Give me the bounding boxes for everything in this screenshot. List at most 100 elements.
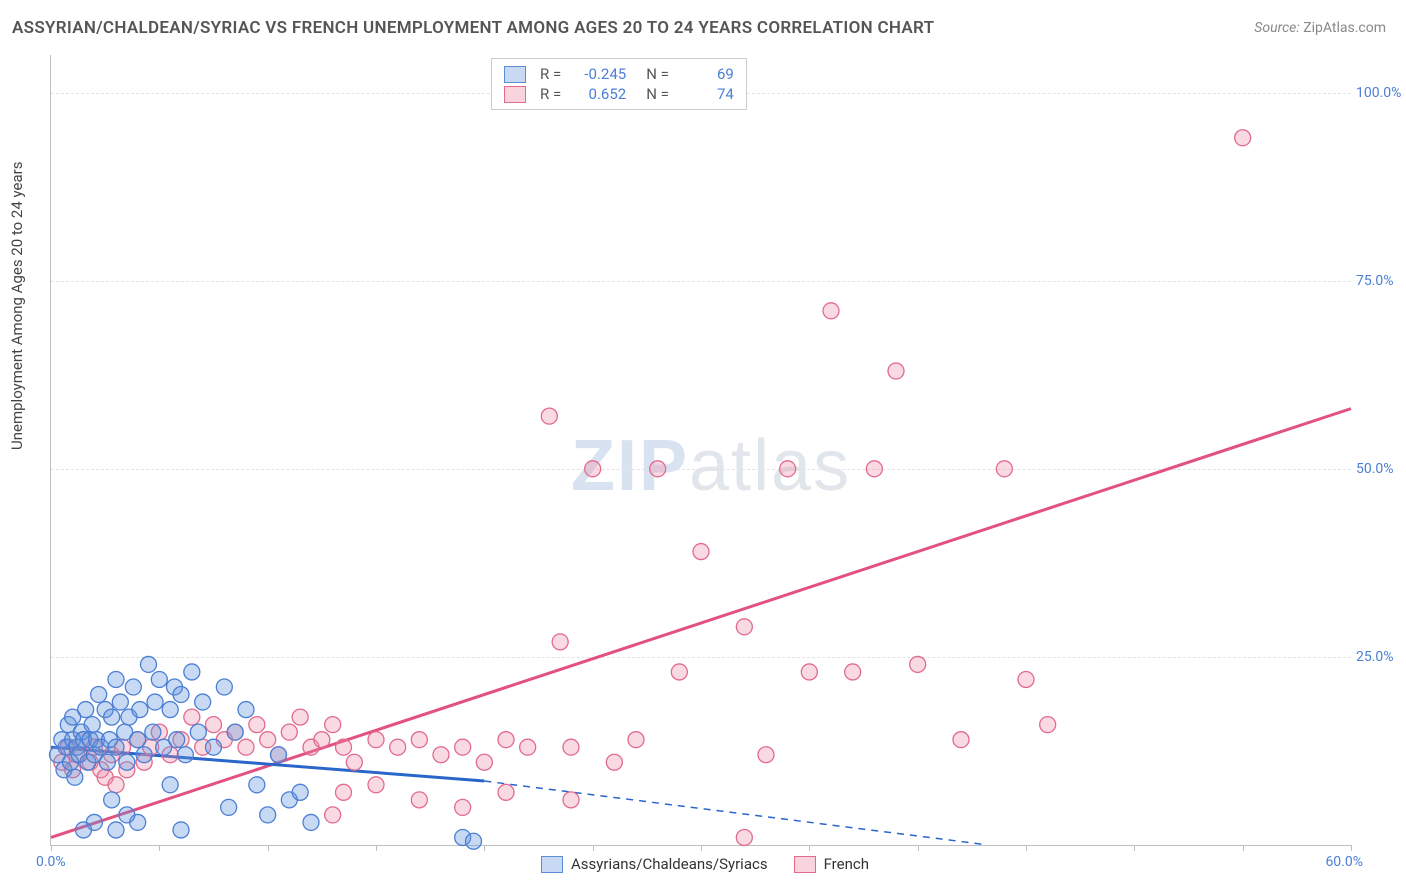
data-point-blue — [104, 792, 120, 808]
data-point-pink — [693, 544, 709, 560]
data-point-blue — [91, 687, 107, 703]
data-point-pink — [888, 363, 904, 379]
data-point-pink — [758, 747, 774, 763]
data-point-pink — [736, 619, 752, 635]
data-point-pink — [650, 461, 666, 477]
data-point-pink — [206, 717, 222, 733]
data-point-pink — [671, 664, 687, 680]
data-point-pink — [368, 777, 384, 793]
legend-label-blue: Assyrians/Chaldeans/Syriacs — [571, 855, 768, 873]
swatch-pink — [794, 856, 816, 873]
data-point-blue — [190, 724, 206, 740]
legend-label-pink: French — [824, 855, 869, 873]
data-point-pink — [1018, 671, 1034, 687]
data-point-blue — [76, 822, 92, 838]
source-value: ZipAtlas.com — [1303, 20, 1386, 36]
data-point-pink — [498, 784, 514, 800]
data-point-pink — [281, 724, 297, 740]
data-point-pink — [411, 792, 427, 808]
data-point-pink — [541, 408, 557, 424]
data-point-blue — [132, 702, 148, 718]
data-point-blue — [162, 702, 178, 718]
data-point-pink — [108, 777, 124, 793]
data-point-blue — [173, 822, 189, 838]
data-point-pink — [1235, 130, 1251, 146]
data-point-blue — [141, 656, 157, 672]
data-point-pink — [325, 807, 341, 823]
data-point-pink — [249, 717, 265, 733]
y-tick-label: 75.0% — [1356, 273, 1406, 289]
n-value-pink: 74 — [679, 85, 734, 103]
data-point-pink — [780, 461, 796, 477]
data-point-pink — [325, 717, 341, 733]
swatch-blue — [504, 66, 526, 83]
data-point-blue — [292, 784, 308, 800]
y-tick-label: 50.0% — [1356, 461, 1406, 477]
data-point-blue — [173, 687, 189, 703]
data-point-blue — [99, 754, 115, 770]
trend-line-blue-dashed — [484, 781, 982, 844]
chart-svg — [51, 55, 1351, 845]
data-point-pink — [736, 829, 752, 845]
data-point-pink — [520, 739, 536, 755]
data-point-pink — [314, 732, 330, 748]
data-point-blue — [227, 724, 243, 740]
data-point-blue — [147, 694, 163, 710]
source-attribution: Source: ZipAtlas.com — [1254, 20, 1386, 36]
data-point-pink — [996, 461, 1012, 477]
data-point-blue — [130, 732, 146, 748]
swatch-blue — [541, 856, 563, 873]
data-point-blue — [216, 679, 232, 695]
data-point-pink — [910, 656, 926, 672]
data-point-pink — [455, 739, 471, 755]
trend-line-pink — [51, 409, 1351, 838]
x-axis-max-label: 60.0% — [1325, 854, 1363, 870]
data-point-blue — [108, 822, 124, 838]
data-point-pink — [563, 739, 579, 755]
data-point-pink — [845, 664, 861, 680]
data-point-pink — [292, 709, 308, 725]
y-tick-label: 100.0% — [1356, 85, 1406, 101]
data-point-blue — [206, 739, 222, 755]
data-point-pink — [953, 732, 969, 748]
data-point-pink — [455, 799, 471, 815]
data-point-blue — [136, 747, 152, 763]
legend-stats: R = -0.245 N = 69 R = 0.652 N = 74 — [491, 58, 747, 110]
legend-stats-row-blue: R = -0.245 N = 69 — [504, 64, 734, 84]
r-label: R = — [540, 85, 561, 103]
y-tick-label: 25.0% — [1356, 649, 1406, 665]
data-point-pink — [390, 739, 406, 755]
data-point-blue — [119, 807, 135, 823]
plot-area: ZIPatlas 25.0%50.0%75.0%100.0% R = -0.24… — [50, 55, 1351, 846]
data-point-blue — [221, 799, 237, 815]
data-point-blue — [125, 679, 141, 695]
data-point-blue — [78, 702, 94, 718]
data-point-blue — [151, 671, 167, 687]
n-label: N = — [646, 65, 669, 83]
data-point-pink — [346, 754, 362, 770]
data-point-pink — [628, 732, 644, 748]
x-axis-min-label: 0.0% — [36, 854, 66, 870]
data-point-blue — [303, 814, 319, 830]
data-point-blue — [466, 833, 482, 849]
n-label: N = — [646, 85, 669, 103]
data-point-blue — [112, 694, 128, 710]
data-point-pink — [606, 754, 622, 770]
data-point-pink — [866, 461, 882, 477]
data-point-pink — [585, 461, 601, 477]
data-point-pink — [260, 732, 276, 748]
data-point-pink — [563, 792, 579, 808]
legend-series: Assyrians/Chaldeans/Syriacs French — [541, 855, 869, 873]
data-point-blue — [195, 694, 211, 710]
data-point-blue — [249, 777, 265, 793]
swatch-pink — [504, 86, 526, 103]
r-value-pink: 0.652 — [571, 85, 626, 103]
n-value-blue: 69 — [679, 65, 734, 83]
legend-item-blue: Assyrians/Chaldeans/Syriacs — [541, 855, 768, 873]
legend-item-pink: French — [794, 855, 869, 873]
r-label: R = — [540, 65, 561, 83]
chart-title: ASSYRIAN/CHALDEAN/SYRIAC VS FRENCH UNEMP… — [12, 18, 934, 38]
data-point-pink — [823, 303, 839, 319]
data-point-pink — [336, 784, 352, 800]
data-point-pink — [411, 732, 427, 748]
